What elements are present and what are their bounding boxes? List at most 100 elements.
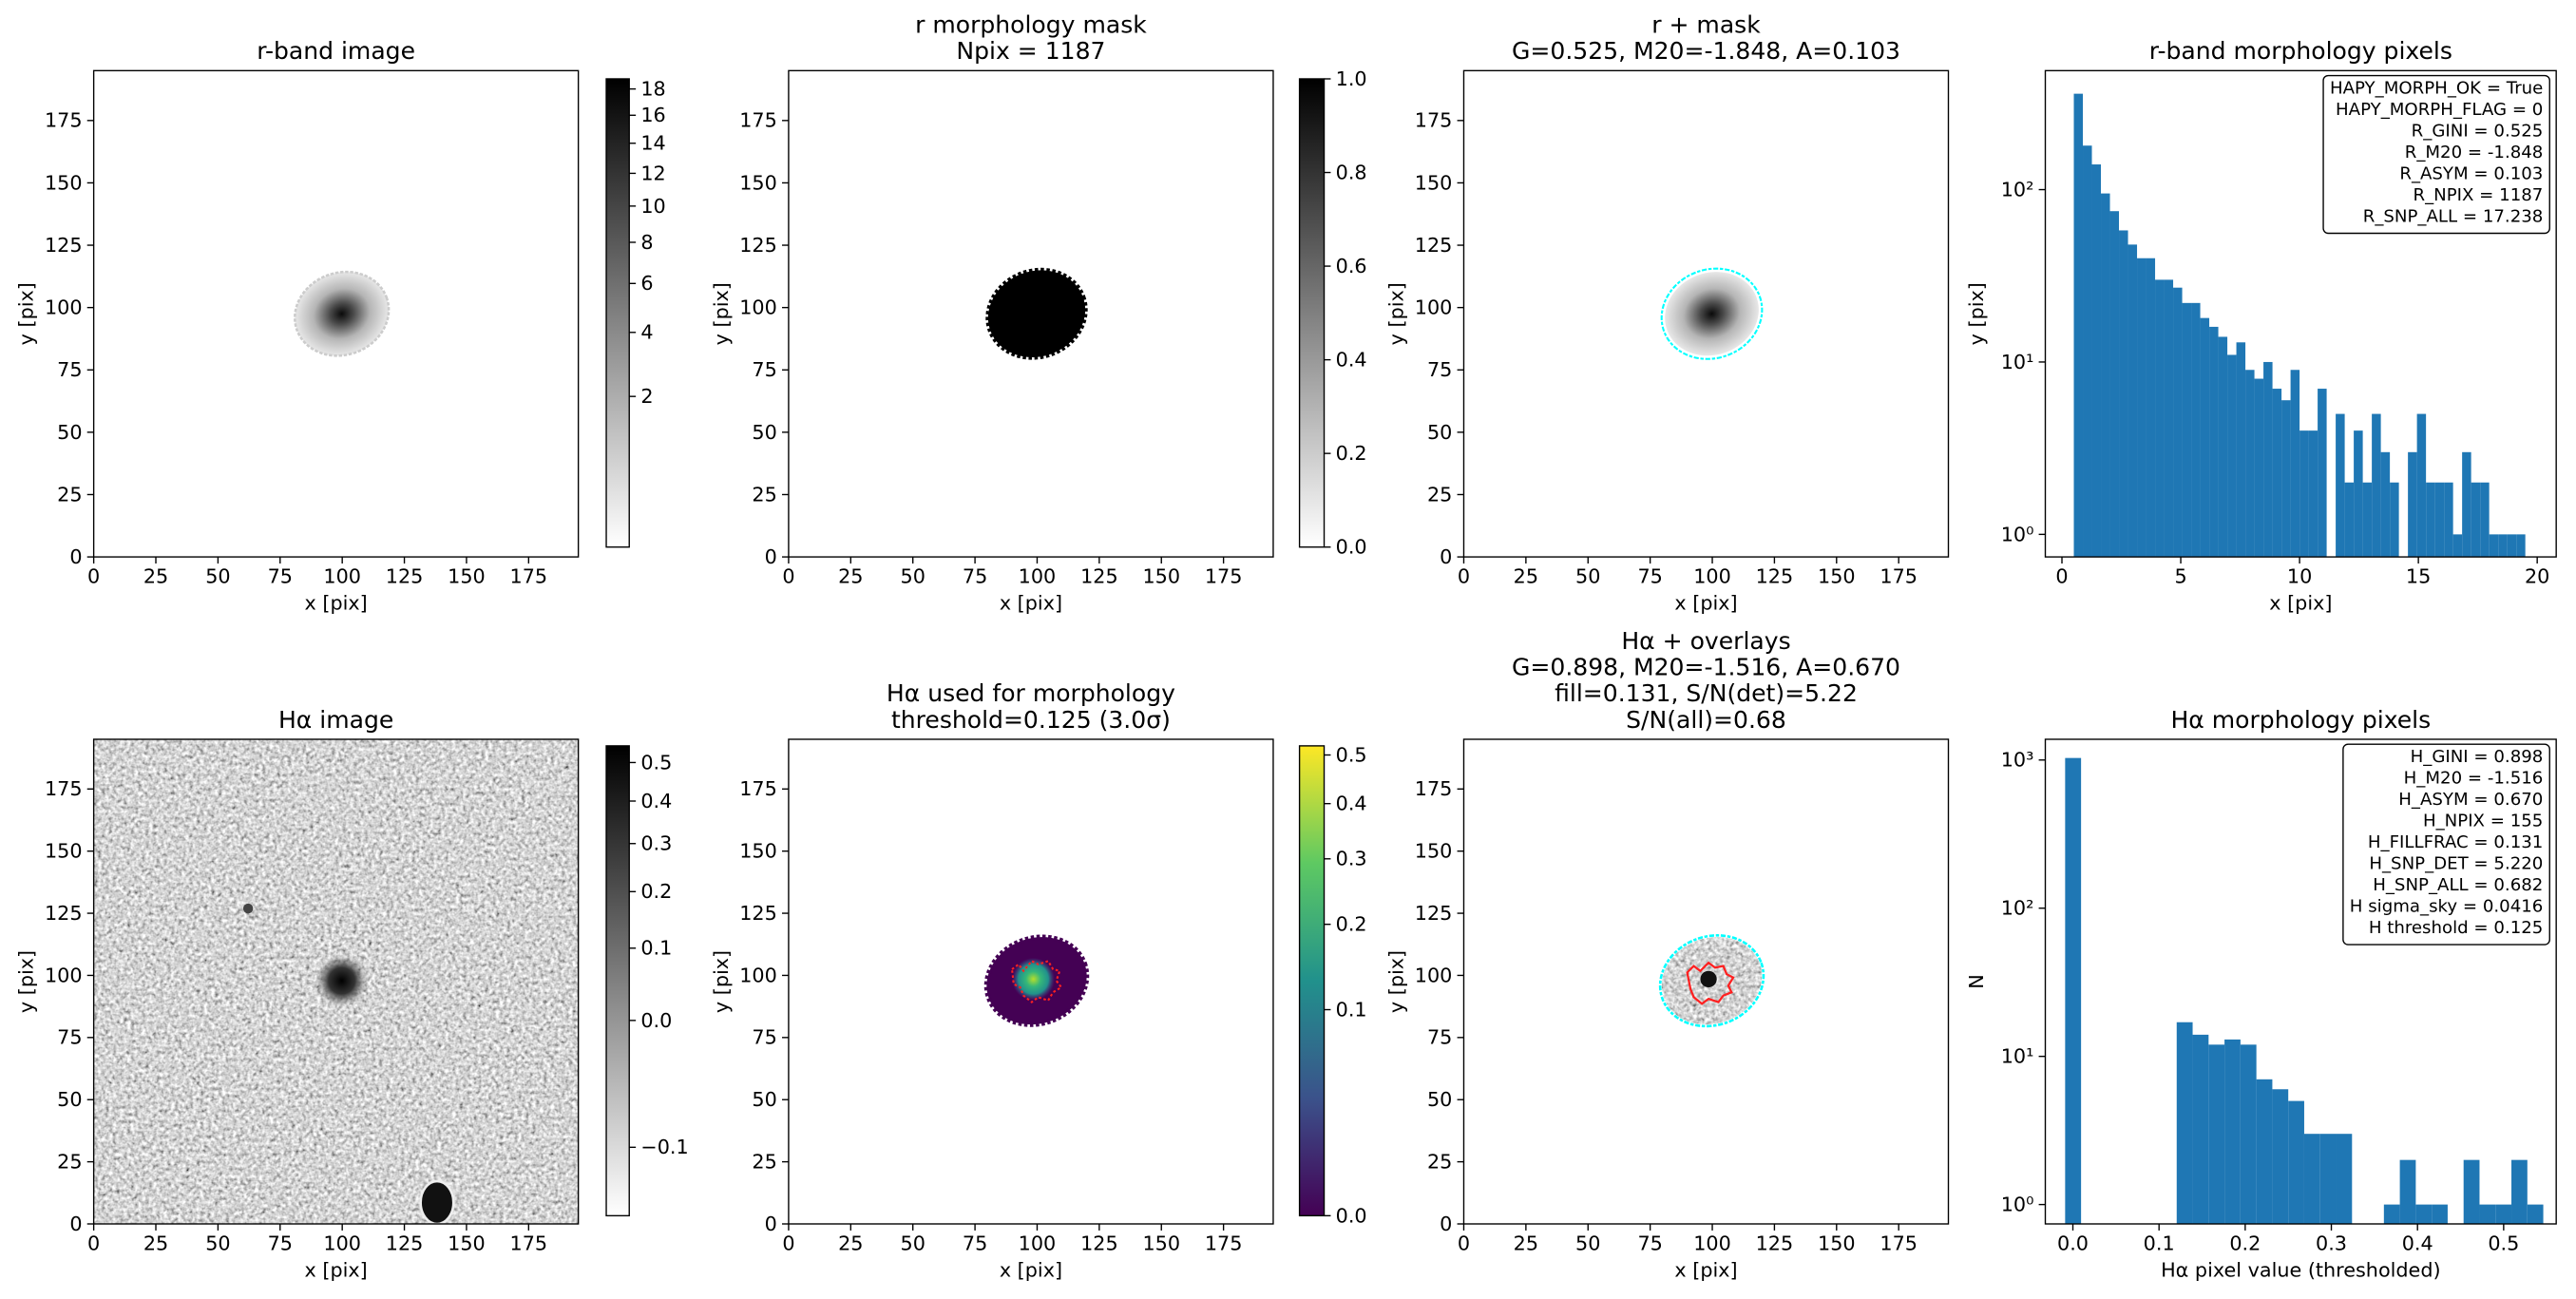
colorbar [605,745,630,1217]
mask-image [985,267,1088,360]
colorbar-tick-label: 0.2 [1336,442,1367,465]
histogram-bar [2272,1089,2289,1224]
histogram-bar [2272,389,2282,558]
histogram-bar [2319,1134,2337,1224]
y-tick-label: 150 [45,840,83,863]
x-tick-label: 100 [1693,1232,1731,1255]
y-axis-label: y [pix] [1965,282,1988,345]
annotation-line: H_NPIX = 155 [2423,812,2543,831]
histogram-bar [2128,244,2138,558]
histogram-bar [2192,1034,2209,1224]
x-tick-label: 125 [1080,1232,1118,1255]
x-tick-label: 125 [1080,565,1118,588]
y-tick-label: 125 [1415,234,1453,257]
axes-frame [1462,69,1950,558]
histogram-bar [2372,413,2381,558]
colorbar-tick-label: 0.1 [640,937,672,960]
x-axis-label: x [pix] [305,591,368,614]
colorbar-tick-label: 0.0 [640,1009,672,1032]
annotation-line: H_ASYM = 0.670 [2398,790,2543,810]
colorbar [1298,78,1326,548]
colorbar-tick-label: 10 [640,195,665,218]
histogram-bar [2489,534,2499,558]
panel-title: Hα image [278,706,393,734]
colorbar-tick-label: 0.6 [1336,255,1367,277]
histogram-bar [2227,354,2237,558]
y-tick-label: 10¹ [2001,351,2034,373]
histogram-bar [2236,342,2246,558]
histogram-bar [2336,1134,2353,1224]
histogram-bar [2299,430,2309,558]
y-tick-label: 100 [739,964,777,986]
y-tick-label: 75 [57,1026,82,1049]
annotation-line: HAPY_MORPH_FLAG = 0 [2336,100,2543,120]
panel-title: G=0.898, M20=-1.516, A=0.670 [1512,654,1900,681]
y-tick-label: 0 [1440,1213,1452,1235]
y-tick-label: 150 [45,171,83,194]
colorbar-tick-label: 14 [640,132,665,155]
histogram-bar [2191,302,2201,558]
histogram-bar [2354,430,2363,558]
y-tick-label: 175 [45,109,83,132]
y-tick-label: 125 [739,234,777,257]
y-tick-label: 75 [752,1026,776,1049]
x-tick-label: 150 [448,565,486,588]
x-tick-label: 125 [386,565,424,588]
colorbar-tick-label: 0.1 [1336,998,1367,1021]
colorbar-tick-label: 16 [640,104,665,126]
colorbar-tick-label: 0.5 [640,751,672,774]
x-tick-label: 50 [205,565,230,588]
colorbar-tick-label: 2 [640,385,653,408]
colorbar-tick-label: 0.4 [640,790,672,812]
histogram-bar [2119,230,2128,558]
x-tick-label: 100 [1019,1232,1057,1255]
x-tick-label: 20 [2525,565,2549,588]
overlay-image [1660,267,1764,360]
panel-title: Hα morphology pixels [2170,706,2431,734]
x-tick-label: 175 [1880,565,1918,588]
y-tick-label: 50 [1427,421,1452,444]
x-tick-label: 100 [1693,565,1731,588]
annotation-line: R_GINI = 0.525 [2412,121,2544,141]
y-tick-label: 100 [1415,296,1453,319]
y-tick-label: 75 [752,358,776,381]
x-tick-label: 50 [901,1232,925,1255]
y-tick-label: 10¹ [2001,1045,2034,1068]
y-tick-label: 25 [1427,483,1452,506]
histogram-bar [2065,757,2082,1224]
panel-title: Hα used for morphology [887,679,1175,707]
histogram-bar [2209,326,2219,558]
y-axis-label: y [pix] [15,950,38,1013]
panel-title: r + mask [1651,11,1761,39]
histogram-bar [2415,1204,2433,1224]
x-tick-label: 0.1 [2144,1232,2175,1255]
histogram-bar [2303,1134,2320,1224]
x-tick-label: 50 [901,565,925,588]
y-tick-label: 175 [739,109,777,132]
histogram-bar [2240,1044,2257,1224]
y-tick-label: 125 [1415,902,1453,925]
colorbar-tick-label: 4 [640,321,653,344]
y-tick-label: 175 [739,777,777,800]
annotation-frame [2322,74,2550,235]
histogram-bar [2208,1044,2225,1224]
histogram-bar [2288,1100,2304,1224]
x-tick-label: 0 [87,565,100,588]
annotation-line: H_FILLFRAC = 0.131 [2368,832,2543,852]
histogram-bar [2452,534,2463,558]
histogram-bar [2471,482,2481,558]
y-tick-label: 50 [57,1088,82,1111]
panel-title: r-band morphology pixels [2149,37,2452,65]
y-tick-label: 175 [45,777,83,800]
histogram-bar [2224,1039,2241,1224]
histogram-bar [2416,413,2427,558]
y-tick-label: 10³ [2001,749,2034,772]
y-tick-label: 0 [765,1213,777,1235]
histogram-bar [2176,1022,2193,1224]
histogram-bar [2434,482,2445,558]
y-tick-label: 150 [1415,840,1453,863]
x-tick-label: 175 [1205,565,1243,588]
y-tick-label: 25 [1427,1151,1452,1174]
